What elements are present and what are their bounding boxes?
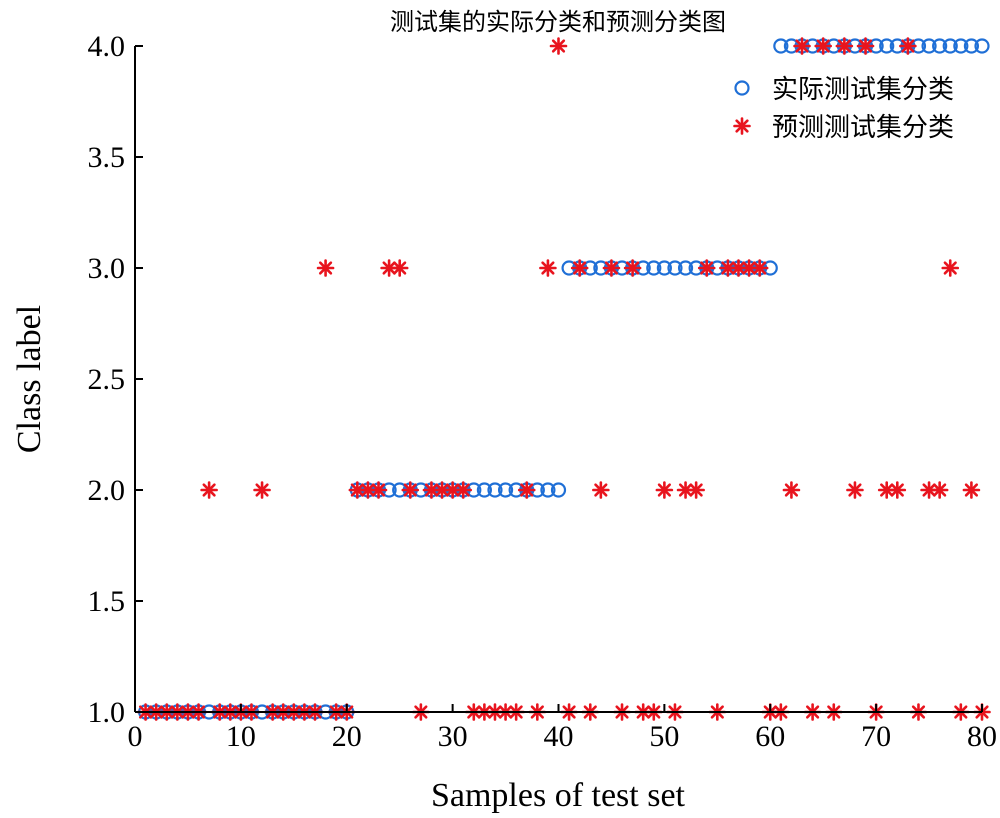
x-tick-label: 60 <box>755 720 785 753</box>
chart-title: 测试集的实际分类和预测分类图 <box>390 8 726 36</box>
actual-class-point <box>550 482 567 498</box>
predicted-class-point <box>517 481 536 499</box>
y-tick-label: 3.5 <box>88 141 126 174</box>
y-tick-label: 3.0 <box>88 252 126 285</box>
predicted-class-point <box>941 259 960 277</box>
actual-class-point <box>963 38 980 54</box>
predicted-class-point <box>814 37 832 55</box>
x-tick-label: 10 <box>226 720 256 753</box>
actual-class-point <box>921 38 937 54</box>
x-tick-label: 50 <box>649 720 679 753</box>
predicted-class-point <box>549 37 568 55</box>
x-tick-label: 40 <box>544 720 574 753</box>
predicted-class-point <box>401 481 420 499</box>
legend: 实际测试集分类 预测测试集分类 <box>733 75 954 143</box>
predicted-class-point <box>888 481 907 499</box>
predicted-class-point <box>539 259 557 277</box>
x-tick-label: 20 <box>332 720 362 753</box>
predicted-class-point <box>750 259 769 277</box>
predicted-class-point <box>570 259 589 277</box>
actual-class-point <box>974 38 990 54</box>
actual-class-point <box>879 38 895 54</box>
actual-class-point <box>773 38 789 54</box>
predicted-class-point <box>793 37 811 55</box>
actual-class-point <box>656 260 672 276</box>
actual-class-point <box>953 38 969 54</box>
predicted-class-point <box>856 37 875 55</box>
predicted-class-point <box>930 481 949 499</box>
x-tick-label: 80 <box>967 720 997 753</box>
predicted-class-point <box>602 259 621 277</box>
legend-circle-marker <box>734 80 750 96</box>
predicted-class-point <box>253 481 271 499</box>
y-tick-label: 2.0 <box>88 474 126 507</box>
predicted-class-point <box>390 259 409 277</box>
predicted-class-point <box>697 259 716 277</box>
y-axis-title: Class label <box>11 305 48 453</box>
predicted-class-point <box>655 481 674 499</box>
x-tick-label: 0 <box>128 720 143 753</box>
predicted-class-point <box>592 481 610 499</box>
x-tick-label: 30 <box>438 720 468 753</box>
predicted-class-point <box>200 481 218 499</box>
axes: 0 10 20 30 40 50 60 70 80 1.0 1.5 2.0 2.5 3.0 3.5 4.0 <box>88 30 998 753</box>
x-tick-label: 70 <box>861 720 891 753</box>
predicted-class-point <box>369 481 388 499</box>
predicted-class-point <box>454 481 473 499</box>
predicted-class-point <box>962 481 981 499</box>
legend-asterisk-glyph <box>733 117 751 135</box>
predicted-class-point <box>846 481 864 499</box>
predicted-class-point <box>623 259 642 277</box>
actual-class-point <box>942 38 958 54</box>
x-axis-title: Samples of test set <box>431 777 686 814</box>
actual-class-point <box>497 482 514 498</box>
predicted-class-point <box>687 481 705 499</box>
predicted-class-point <box>719 259 737 277</box>
y-tick-label: 4.0 <box>88 30 126 63</box>
predicted-class-point <box>433 481 451 499</box>
legend-label-actual: 实际测试集分类 <box>772 75 954 105</box>
predicted-class-point <box>316 259 335 277</box>
actual-class-point <box>667 260 683 276</box>
legend-label-predicted: 预测测试集分类 <box>772 113 954 143</box>
actual-class-point <box>677 260 694 276</box>
y-tick-label: 1.0 <box>88 696 126 729</box>
legend-asterisk-marker <box>733 117 751 135</box>
y-tick-label: 2.5 <box>88 363 126 396</box>
predicted-class-point <box>835 37 854 55</box>
actual-class-point <box>487 482 503 498</box>
actual-class-point <box>476 482 492 498</box>
predicted-class-point <box>782 481 801 499</box>
actual-class-point <box>932 38 948 54</box>
actual-class-point <box>540 482 556 498</box>
predicted-class-point <box>899 37 917 55</box>
actual-class-point <box>646 260 662 276</box>
y-tick-label: 1.5 <box>88 585 126 618</box>
